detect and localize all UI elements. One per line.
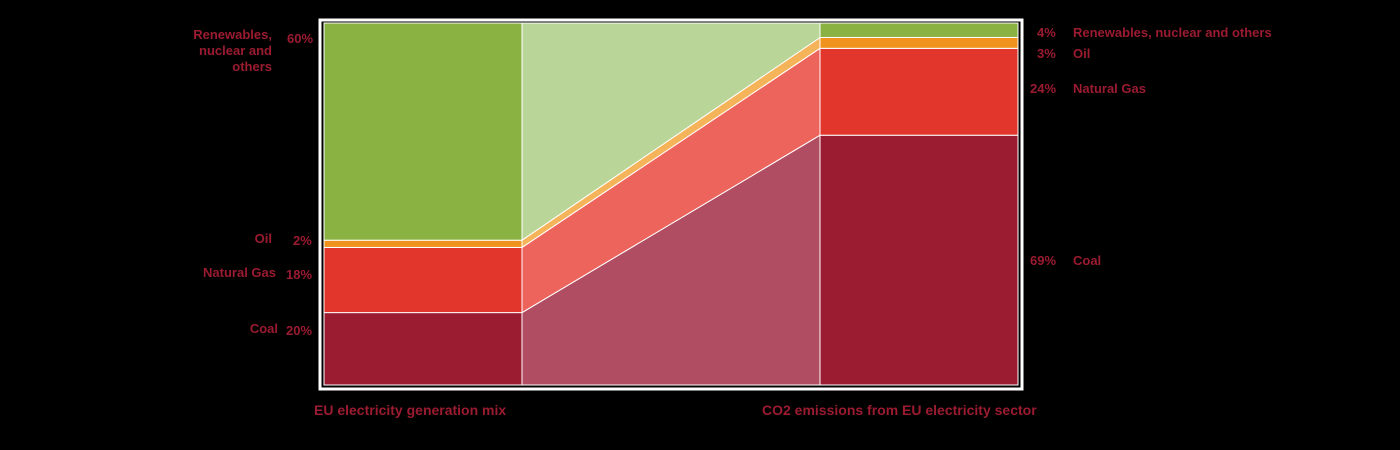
right-bar-segment-oil [819, 36, 1019, 49]
right-bar [819, 22, 1019, 386]
left-series-label-natural-gas: Natural Gas [203, 265, 276, 280]
left-series-label-coal: Coal [249, 321, 278, 336]
connector-bands [521, 22, 821, 386]
right-series-label-oil: Oil [1073, 46, 1091, 61]
right-bar-segment-coal [819, 134, 1019, 386]
right-value-label-coal: 69% [1030, 253, 1057, 268]
left-value-label-natural-gas: 18% [286, 267, 313, 282]
plot-frame [318, 18, 1024, 391]
left-value-label-renewables: 60% [287, 31, 314, 46]
right-series-label-coal: Coal [1073, 253, 1102, 268]
left-bar-segment-oil [323, 239, 523, 248]
right-bar-segment-renewables [819, 22, 1019, 38]
left-bar [323, 22, 523, 386]
left-bar-segment-coal [323, 312, 523, 386]
left-bar-segment-natural_gas [323, 246, 523, 314]
left-series-label-renewables: Renewables, nuclear and others [193, 27, 272, 74]
right-series-label-renewables: Renewables, nuclear and others [1073, 25, 1272, 40]
left-bar-axis-label: EU electricity generation mix [314, 402, 507, 418]
right-bar-axis-label: CO2 emissions from EU electricity sector [762, 402, 1037, 418]
left-value-label-coal: 20% [286, 323, 313, 338]
right-value-label-natural-gas: 24% [1030, 81, 1057, 96]
left-value-label-oil: 2% [293, 233, 312, 248]
right-bar-segment-natural_gas [819, 47, 1019, 136]
left-bar-segment-renewables [323, 22, 523, 241]
right-value-label-oil: 3% [1037, 46, 1056, 61]
left-series-label-oil: Oil [254, 231, 272, 246]
right-series-label-natural-gas: Natural Gas [1073, 81, 1146, 96]
right-value-label-renewables: 4% [1037, 25, 1056, 40]
